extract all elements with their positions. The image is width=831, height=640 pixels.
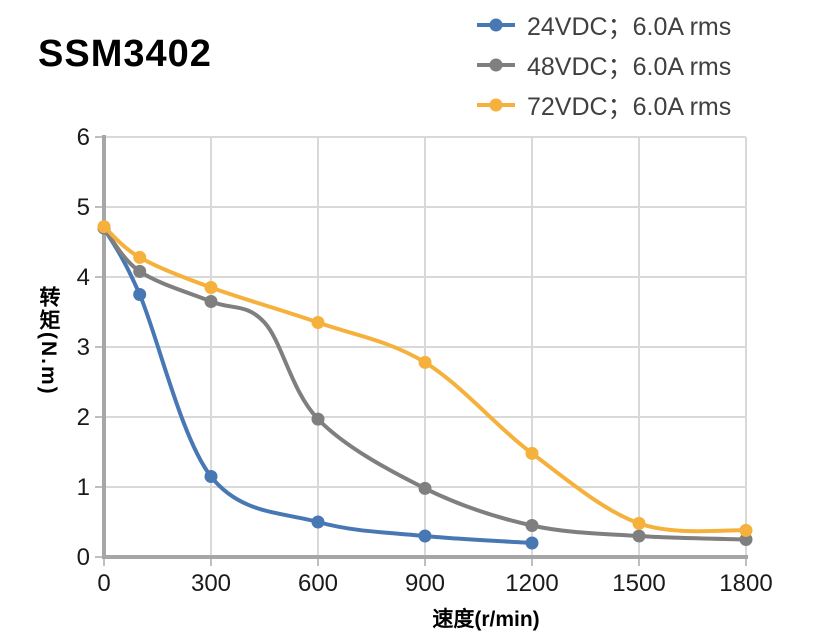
series-point-48vdc	[525, 519, 539, 532]
series-line-48vdc	[102, 226, 748, 542]
x-axis-title: 速度(r/min)	[432, 608, 540, 631]
series-point-48vdc	[311, 412, 325, 426]
legend-item-24vdc: 24VDC；6.0A rms	[476, 5, 731, 45]
series-point-48vdc	[632, 529, 646, 543]
legend-marker-72vdc	[477, 98, 515, 112]
series-point-72vdc	[133, 250, 147, 264]
x-tick-label: 600	[298, 570, 338, 597]
legend-label-24vdc: 24VDC；6.0A rms	[527, 13, 732, 41]
y-tick-label: 3	[77, 334, 90, 361]
legend-label-48vdc: 48VDC；6.0A rms	[527, 53, 732, 81]
legend-item-48vdc: 48VDC；6.0A rms	[476, 45, 731, 85]
y-axis-title: 转矩(N.m)	[37, 286, 60, 396]
series-point-48vdc	[133, 264, 147, 278]
page-title: SSM3402	[38, 33, 212, 75]
series-point-24vdc	[418, 529, 432, 543]
series-point-72vdc	[525, 446, 539, 460]
series-point-72vdc	[418, 355, 432, 369]
series-point-72vdc	[97, 220, 111, 234]
series-point-72vdc	[204, 281, 218, 294]
y-tick-label: 1	[77, 474, 90, 501]
series-point-48vdc	[204, 295, 218, 308]
legend: 24VDC；6.0A rms 48VDC；6.0A rms 72VDC；6.0A r…	[476, 5, 731, 125]
y-tick-label: 4	[77, 264, 90, 291]
series-point-24vdc	[133, 288, 147, 301]
y-tick-label: 2	[77, 404, 90, 431]
series-point-72vdc	[311, 316, 325, 329]
x-tick-label: 900	[405, 570, 445, 597]
x-tick-label: 300	[191, 570, 231, 597]
legend-marker-24vdc	[477, 18, 515, 32]
series-point-72vdc	[632, 516, 646, 530]
legend-item-72vdc: 72VDC；6.0A rms	[476, 85, 731, 125]
series-point-72vdc	[739, 523, 753, 537]
y-tick-label: 5	[77, 194, 90, 221]
series-point-24vdc	[311, 515, 325, 529]
series-point-48vdc	[418, 481, 432, 495]
y-tick-label: 0	[77, 544, 90, 571]
x-tick-label: 1800	[719, 570, 772, 597]
series-point-24vdc	[204, 470, 218, 483]
x-tick-label: 1200	[505, 570, 558, 597]
x-tick-label: 0	[97, 570, 110, 597]
legend-marker-48vdc	[477, 58, 515, 72]
series-point-48vdc	[739, 533, 753, 546]
legend-label-72vdc: 72VDC；6.0A rms	[527, 93, 732, 121]
x-tick-label: 1500	[612, 570, 665, 597]
y-tick-label: 6	[77, 124, 90, 151]
series-point-24vdc	[525, 536, 539, 550]
